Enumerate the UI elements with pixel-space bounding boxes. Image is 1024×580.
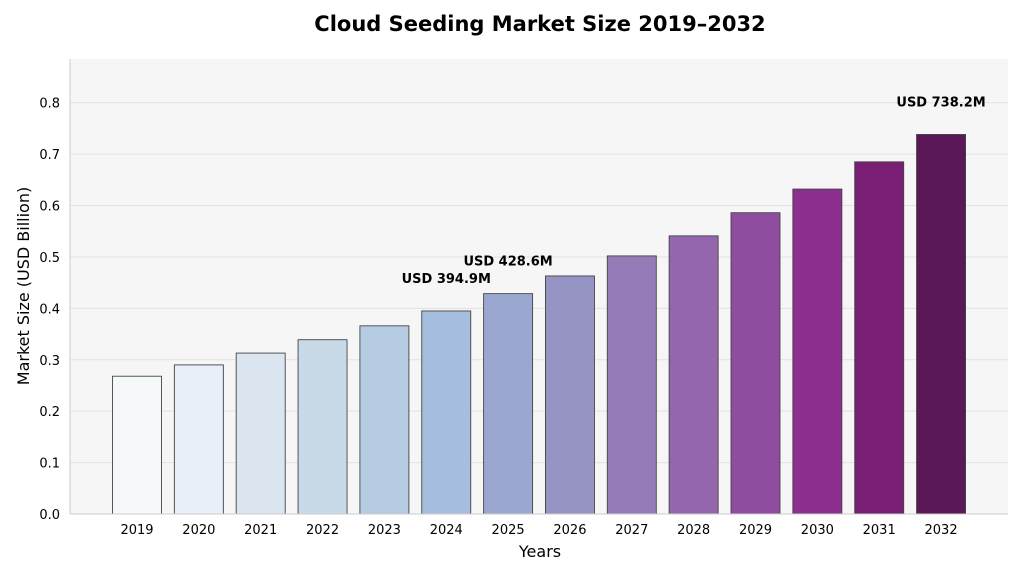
- bar-2026: [545, 275, 595, 515]
- y-tick-label: 0.7: [39, 148, 60, 163]
- y-axis-label: Market Size (USD Billion): [14, 187, 33, 385]
- bar-2028: [668, 235, 719, 515]
- bar-2030: [792, 188, 843, 515]
- data-label-2024: USD 394.9M: [402, 272, 491, 287]
- x-tick-label: 2024: [430, 523, 463, 538]
- data-label-2025: USD 428.6M: [463, 255, 552, 270]
- plot-area: [70, 59, 1008, 514]
- bar-2032: [916, 134, 966, 515]
- x-axis-label: Years: [518, 542, 561, 561]
- bars: [112, 134, 966, 515]
- x-tick-label: 2031: [863, 523, 896, 538]
- bar-2027: [606, 255, 657, 515]
- x-tick-label: 2019: [120, 523, 153, 538]
- bar-2019: [112, 375, 162, 515]
- x-tick-label: 2029: [739, 523, 772, 538]
- bar-2020: [173, 364, 224, 515]
- x-tick-label: 2026: [553, 523, 586, 538]
- x-tick-label: 2021: [244, 523, 277, 538]
- y-tick-label: 0.1: [39, 457, 60, 472]
- x-tick-label: 2032: [925, 523, 958, 538]
- x-tick-label: 2028: [677, 523, 710, 538]
- x-axis-ticks: 2019 2020 2021 2022 2023 2024 2025 2026 2027 2028…: [120, 523, 957, 538]
- chart-title: Cloud Seeding Market Size 2019–2032: [314, 12, 765, 36]
- bar-2024: [421, 310, 472, 515]
- bar-2021: [235, 352, 286, 515]
- x-tick-label: 2027: [615, 523, 648, 538]
- y-tick-label: 0.8: [39, 97, 60, 112]
- x-tick-label: 2025: [492, 523, 525, 538]
- bar-2031: [854, 161, 905, 515]
- y-tick-label: 0.2: [39, 405, 60, 420]
- annotations: USD 394.9M USD 428.6M USD 738.2M: [402, 95, 986, 286]
- y-tick-label: 0.5: [39, 251, 60, 266]
- bar-2023: [359, 325, 410, 515]
- bar-2029: [730, 212, 781, 515]
- x-tick-label: 2023: [368, 523, 401, 538]
- y-axis-ticks: 0.0 0.1 0.2 0.3 0.4 0.5 0.6 0.7 0.8: [39, 97, 60, 523]
- x-tick-label: 2020: [182, 523, 215, 538]
- bar-2022: [297, 339, 348, 515]
- y-tick-label: 0.0: [39, 508, 60, 523]
- data-label-2032: USD 738.2M: [896, 95, 985, 110]
- x-tick-label: 2030: [801, 523, 834, 538]
- x-tick-label: 2022: [306, 523, 339, 538]
- y-tick-label: 0.3: [39, 354, 60, 369]
- y-tick-label: 0.6: [39, 200, 60, 215]
- y-tick-label: 0.4: [39, 302, 60, 317]
- bar-2025: [483, 293, 534, 515]
